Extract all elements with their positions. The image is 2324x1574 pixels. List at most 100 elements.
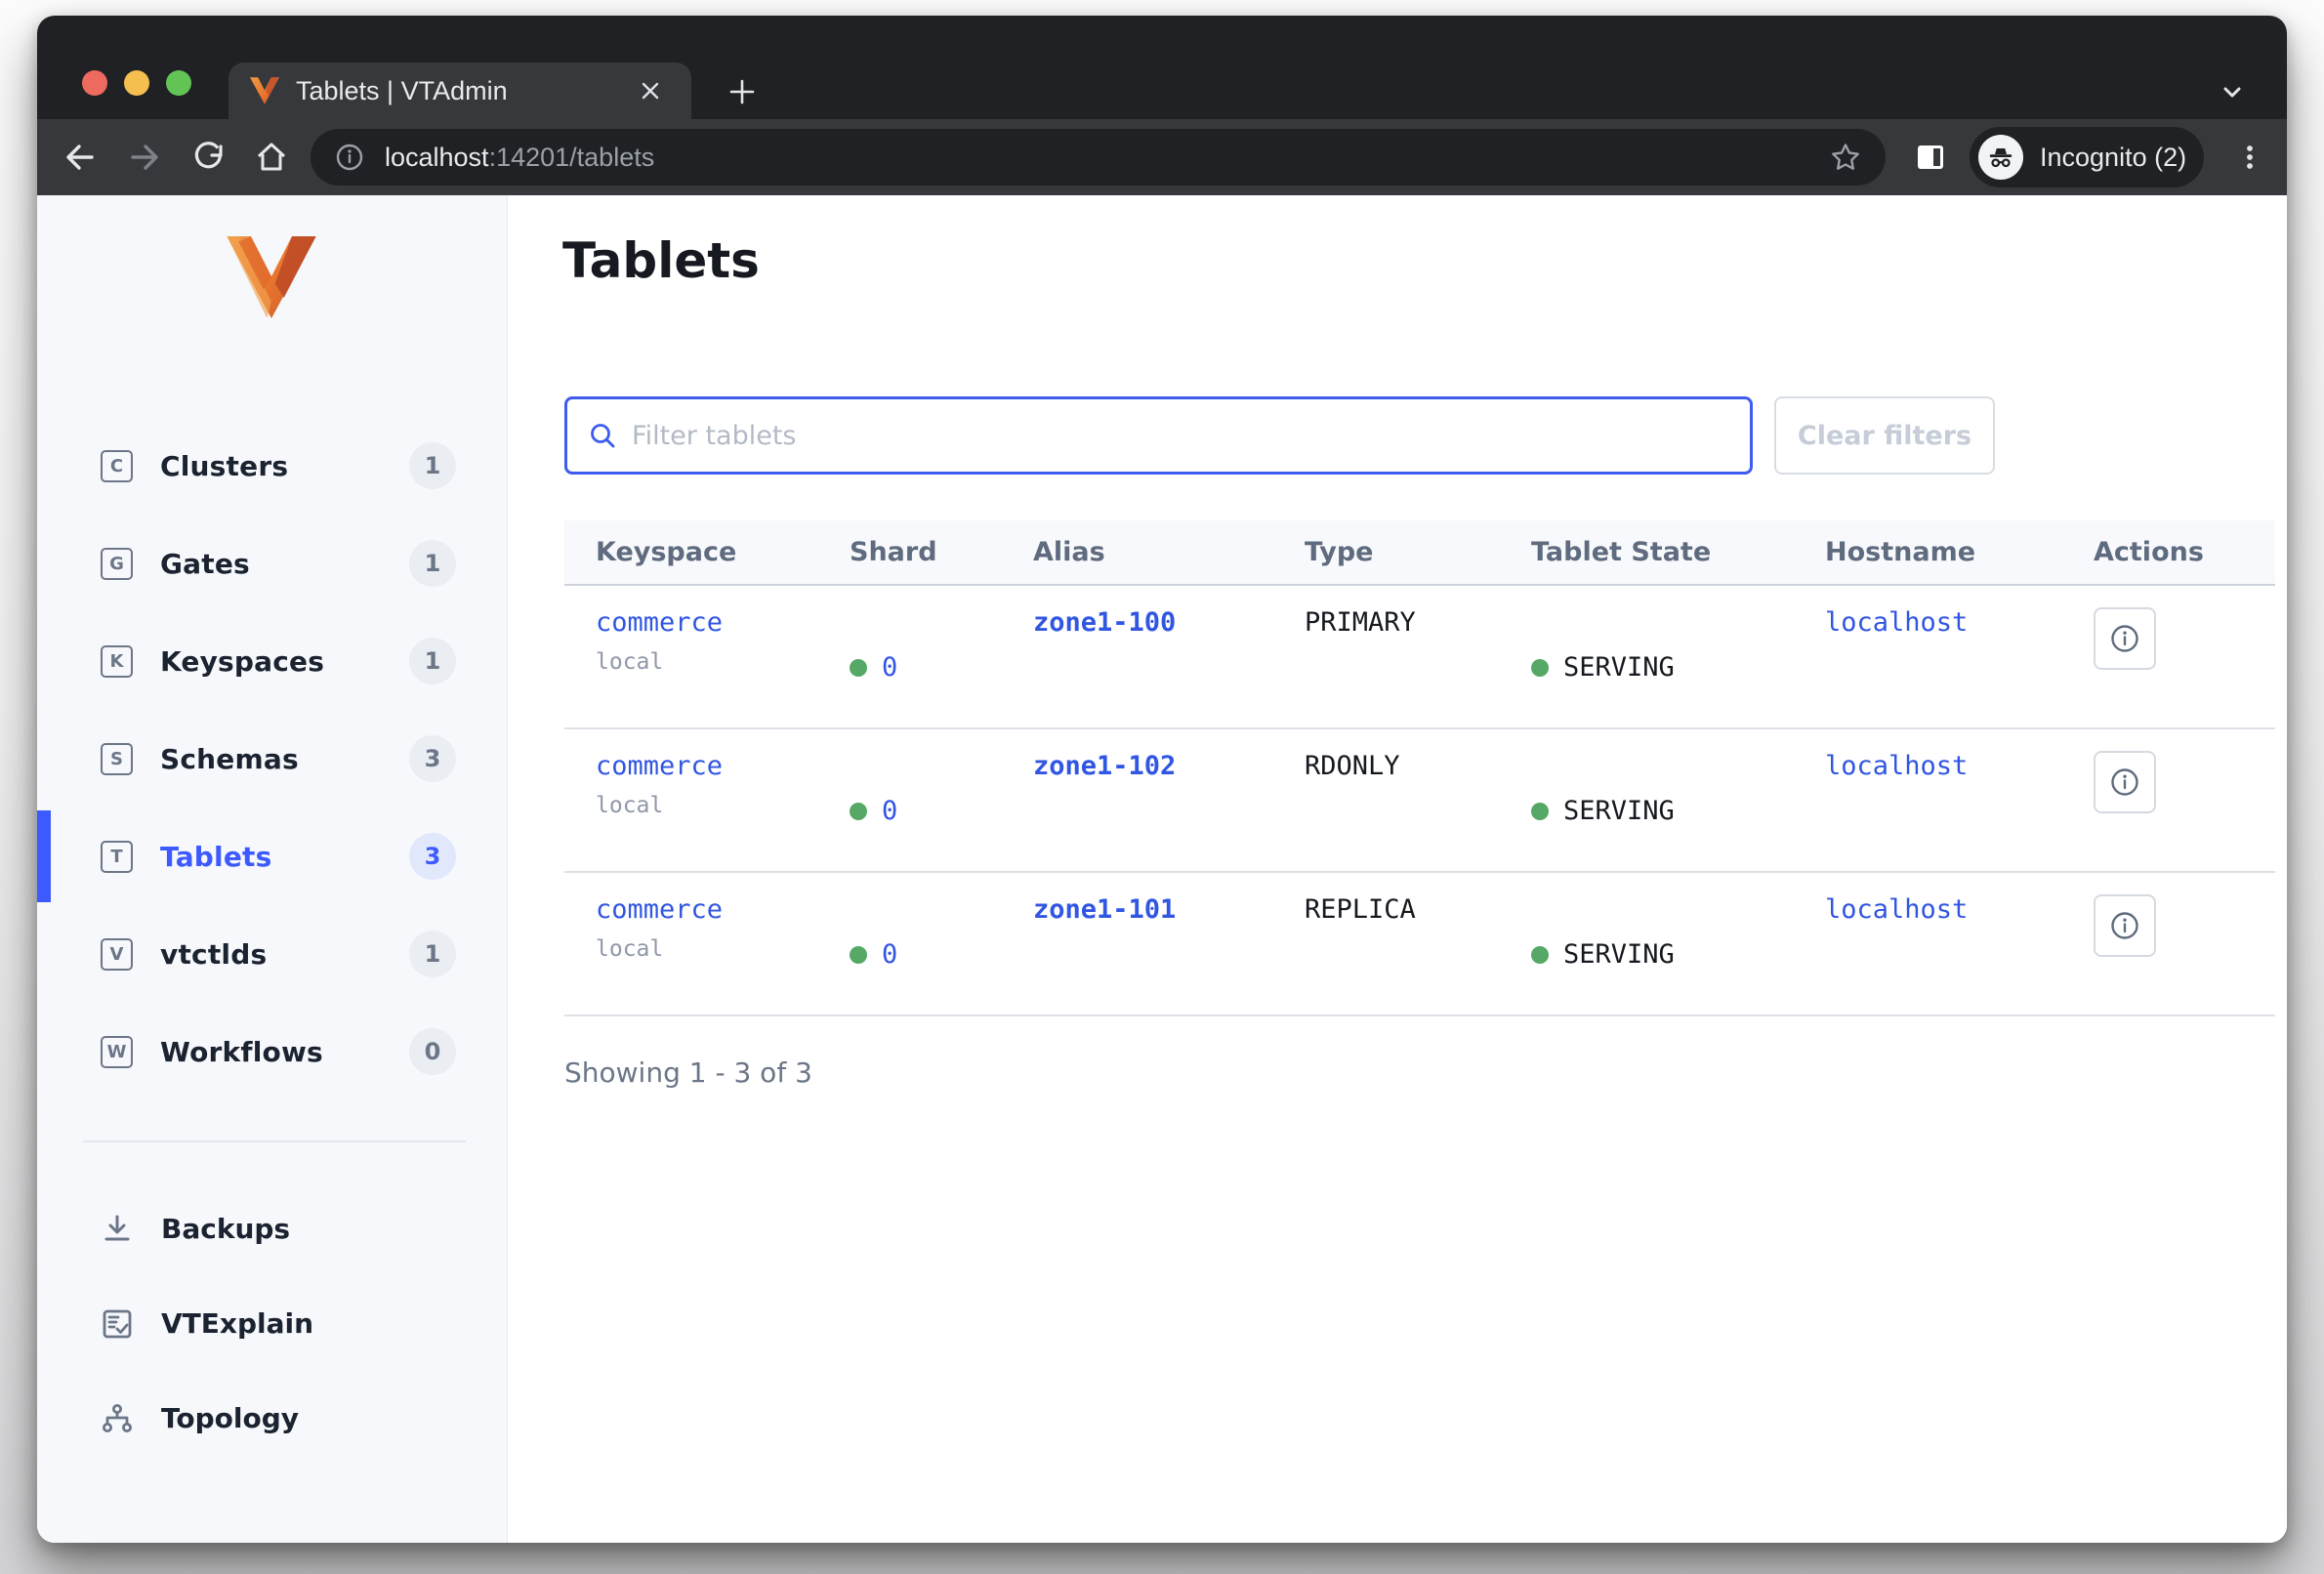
main-panel: Tablets Clear filters Keyspace Shard Ali…: [508, 195, 2287, 1543]
table-row: commerce local 0 zone1-100 PRIMARY SERVI…: [564, 586, 2275, 729]
url-path: :14201/tablets: [488, 142, 655, 172]
row-info-button[interactable]: [2094, 894, 2156, 957]
serving-status-dot: [1531, 658, 1549, 677]
tab-close-icon[interactable]: [631, 71, 670, 110]
bookmark-star-icon[interactable]: [1829, 141, 1862, 174]
shard-link[interactable]: 0: [882, 939, 898, 970]
tablet-state-cell: SERVING: [1500, 751, 1794, 871]
topology-icon: [99, 1402, 136, 1435]
hostname-link[interactable]: localhost: [1825, 751, 1969, 781]
sidebar-item-label: Gates: [160, 547, 250, 580]
gates-letter-icon: G: [101, 547, 133, 580]
tablet-state-value: SERVING: [1563, 939, 1675, 970]
tablet-state-cell: SERVING: [1500, 894, 1794, 1015]
sidebar-item-keyspaces[interactable]: K Keyspaces 1: [37, 612, 507, 710]
shard-cell: 0: [818, 607, 1002, 727]
keyspace-link[interactable]: commerce: [596, 607, 724, 638]
sidebar-item-label: Schemas: [160, 742, 299, 775]
alias-link[interactable]: zone1-101: [1033, 894, 1177, 925]
site-info-icon[interactable]: [334, 142, 365, 173]
column-header-hostname: Hostname: [1825, 537, 1976, 567]
hostname-link[interactable]: localhost: [1825, 607, 1969, 638]
side-panel-icon[interactable]: [1910, 137, 1951, 178]
cluster-name: local: [596, 793, 664, 818]
results-summary: Showing 1 - 3 of 3: [564, 1056, 812, 1089]
vtctlds-letter-icon: V: [101, 937, 133, 971]
type-cell: REPLICA: [1305, 894, 1416, 925]
shard-link[interactable]: 0: [882, 796, 898, 826]
column-header-alias: Alias: [1033, 537, 1105, 567]
new-tab-button[interactable]: [721, 70, 764, 113]
back-icon[interactable]: [60, 137, 101, 178]
sidebar-item-backups[interactable]: Backups: [37, 1181, 507, 1276]
row-info-button[interactable]: [2094, 751, 2156, 813]
sidebar-nav: C Clusters 1 G Gates 1 K Keyspaces 1 S S…: [37, 417, 507, 1100]
clear-filters-button[interactable]: Clear filters: [1774, 396, 1995, 475]
close-window-button[interactable]: [82, 70, 107, 96]
alias-link[interactable]: zone1-100: [1033, 607, 1177, 638]
minimize-window-button[interactable]: [124, 70, 149, 96]
column-header-actions: Actions: [2094, 537, 2204, 567]
alias-link[interactable]: zone1-102: [1033, 751, 1177, 781]
filter-tablets-input[interactable]: [632, 420, 1730, 451]
count-badge: 1: [409, 638, 456, 684]
sidebar-item-topology[interactable]: Topology: [37, 1371, 507, 1466]
keyspace-link[interactable]: commerce: [596, 894, 724, 925]
table-row: commerce local 0 zone1-101 REPLICA SERVI…: [564, 873, 2275, 1016]
hostname-cell: localhost: [1794, 894, 2062, 1015]
filter-row: Clear filters: [564, 396, 1995, 475]
reload-icon[interactable]: [188, 137, 229, 178]
forward-icon[interactable]: [124, 137, 165, 178]
vtexplain-icon: [99, 1307, 136, 1341]
cluster-name: local: [596, 649, 664, 675]
browser-tab[interactable]: Tablets | VTAdmin: [228, 62, 691, 119]
serving-status-dot: [1531, 802, 1549, 820]
url-bar[interactable]: localhost:14201/tablets: [311, 129, 1886, 186]
sidebar-item-clusters[interactable]: C Clusters 1: [37, 417, 507, 515]
filter-input-wrapper: [564, 396, 1753, 475]
shard-cell: 0: [818, 751, 1002, 871]
sidebar-item-label: Topology: [161, 1402, 300, 1434]
tab-search-chevron-icon[interactable]: [2217, 76, 2248, 107]
zoom-window-button[interactable]: [166, 70, 191, 96]
table-header-row: Keyspace Shard Alias Type Tablet State H…: [564, 520, 2275, 586]
sidebar-item-workflows[interactable]: W Workflows 0: [37, 1003, 507, 1100]
hostname-link[interactable]: localhost: [1825, 894, 1969, 925]
tab-strip: Tablets | VTAdmin: [37, 16, 2287, 119]
sidebar-item-label: Keyspaces: [160, 644, 325, 678]
sidebar-item-gates[interactable]: G Gates 1: [37, 515, 507, 612]
keyspaces-letter-icon: K: [101, 644, 133, 678]
count-badge: 1: [409, 442, 456, 489]
sidebar-item-vtexplain[interactable]: VTExplain: [37, 1276, 507, 1371]
table-row: commerce local 0 zone1-102 RDONLY SERVIN…: [564, 729, 2275, 873]
url-host: localhost: [385, 142, 489, 172]
search-icon: [587, 420, 618, 451]
tab-title: Tablets | VTAdmin: [296, 75, 508, 105]
hostname-cell: localhost: [1794, 751, 2062, 871]
incognito-badge[interactable]: Incognito (2): [1970, 127, 2204, 187]
row-info-button[interactable]: [2094, 607, 2156, 670]
browser-menu-icon[interactable]: [2227, 135, 2272, 180]
home-icon[interactable]: [251, 137, 292, 178]
column-header-keyspace: Keyspace: [596, 537, 737, 567]
column-header-type: Type: [1305, 537, 1374, 567]
sidebar-item-label: Clusters: [160, 449, 289, 482]
sidebar-item-schemas[interactable]: S Schemas 3: [37, 710, 507, 808]
keyspace-link[interactable]: commerce: [596, 751, 724, 781]
type-cell: PRIMARY: [1305, 607, 1416, 638]
shard-link[interactable]: 0: [882, 652, 898, 683]
sidebar-item-label: vtctlds: [160, 937, 268, 971]
actions-cell: [2062, 607, 2275, 727]
page-title: Tablets: [562, 232, 760, 289]
hostname-cell: localhost: [1794, 607, 2062, 727]
workflows-letter-icon: W: [101, 1035, 133, 1068]
sidebar-item-tablets[interactable]: T Tablets 3: [37, 808, 507, 905]
sidebar-item-vtctlds[interactable]: V vtctlds 1: [37, 905, 507, 1003]
tablets-letter-icon: T: [101, 840, 133, 873]
count-badge: 1: [409, 931, 456, 977]
vitess-favicon-icon: [250, 77, 279, 104]
count-badge: 3: [409, 735, 456, 782]
count-badge: 1: [409, 540, 456, 587]
vitess-logo: [227, 236, 316, 318]
url-text: localhost:14201/tablets: [385, 143, 654, 173]
